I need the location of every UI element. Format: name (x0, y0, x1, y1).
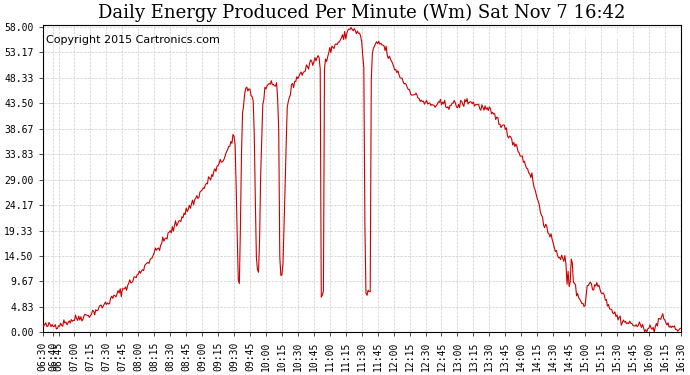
Title: Daily Energy Produced Per Minute (Wm) Sat Nov 7 16:42: Daily Energy Produced Per Minute (Wm) Sa… (98, 4, 625, 22)
Text: Copyright 2015 Cartronics.com: Copyright 2015 Cartronics.com (46, 34, 219, 45)
